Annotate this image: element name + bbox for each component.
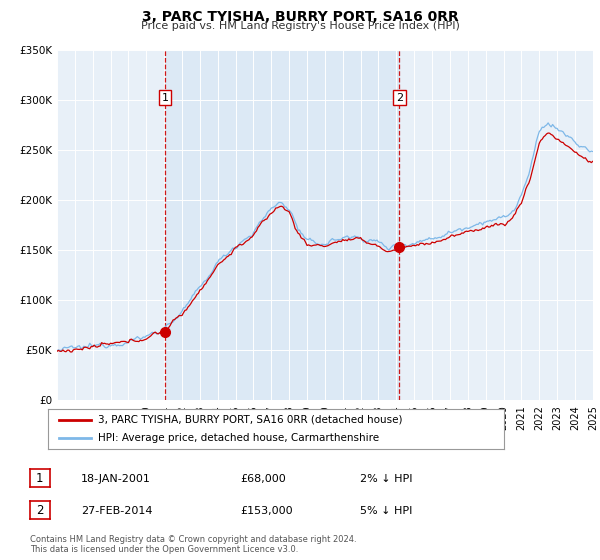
Text: £153,000: £153,000 bbox=[240, 506, 293, 516]
Bar bbox=[165, 50, 399, 400]
Text: 5% ↓ HPI: 5% ↓ HPI bbox=[360, 506, 412, 516]
Text: HPI: Average price, detached house, Carmarthenshire: HPI: Average price, detached house, Carm… bbox=[98, 433, 379, 443]
Text: 27-FEB-2014: 27-FEB-2014 bbox=[81, 506, 152, 516]
Text: Price paid vs. HM Land Registry's House Price Index (HPI): Price paid vs. HM Land Registry's House … bbox=[140, 21, 460, 31]
Text: 1: 1 bbox=[36, 472, 44, 485]
Text: 1: 1 bbox=[161, 92, 169, 102]
Text: 18-JAN-2001: 18-JAN-2001 bbox=[81, 474, 151, 484]
Text: 2: 2 bbox=[395, 92, 403, 102]
Text: 2: 2 bbox=[36, 503, 44, 517]
Text: 2% ↓ HPI: 2% ↓ HPI bbox=[360, 474, 413, 484]
Text: 3, PARC TYISHA, BURRY PORT, SA16 0RR: 3, PARC TYISHA, BURRY PORT, SA16 0RR bbox=[142, 10, 458, 24]
Text: £68,000: £68,000 bbox=[240, 474, 286, 484]
Text: Contains HM Land Registry data © Crown copyright and database right 2024.
This d: Contains HM Land Registry data © Crown c… bbox=[30, 535, 356, 554]
Text: 3, PARC TYISHA, BURRY PORT, SA16 0RR (detached house): 3, PARC TYISHA, BURRY PORT, SA16 0RR (de… bbox=[98, 415, 403, 424]
